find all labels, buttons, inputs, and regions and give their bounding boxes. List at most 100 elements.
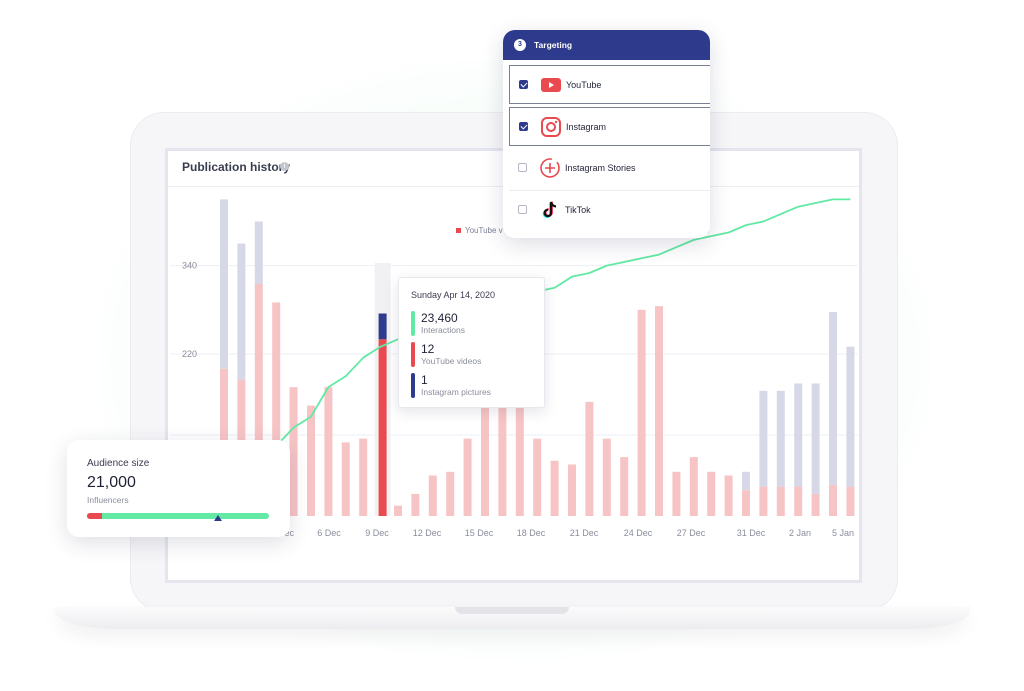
youtube-label: YouTube (566, 80, 602, 90)
audience-range-low (87, 513, 102, 519)
tooltip-swatch-interactions (411, 311, 415, 336)
x-tick-label: 18 Dec (517, 528, 546, 538)
bar-youtube (620, 457, 629, 516)
bar-instagram (254, 221, 263, 285)
bar-youtube (498, 339, 507, 516)
bar-youtube (307, 405, 315, 516)
bar-youtube (811, 493, 820, 516)
targeting-divider (509, 190, 710, 191)
targeting-card: 3 Targeting YouTube Instagram Instagram … (503, 30, 710, 238)
bar-youtube (759, 486, 768, 516)
youtube-checkbox[interactable] (519, 80, 528, 89)
bar-instagram (742, 471, 750, 491)
bar-youtube (794, 486, 803, 516)
bar-instagram (220, 199, 228, 369)
bar-youtube (272, 302, 281, 516)
bar-youtube (602, 438, 611, 516)
bar-youtube (515, 376, 524, 516)
bar-youtube (585, 401, 594, 516)
x-tick-label: 12 Dec (413, 528, 442, 538)
bar-youtube (533, 438, 542, 516)
tooltip-date: Sunday Apr 14, 2020 (411, 290, 496, 300)
audience-title: Audience size (87, 458, 150, 469)
bar-youtube (742, 490, 750, 516)
bar-youtube (637, 309, 646, 516)
laptop-base (55, 607, 970, 629)
bar-youtube (655, 306, 663, 516)
bar-instagram (794, 383, 803, 487)
tooltip-swatch-youtube (411, 342, 415, 367)
targeting-title: Targeting (534, 40, 573, 50)
bar-youtube (707, 471, 716, 516)
bar-youtube (846, 486, 855, 516)
x-tick-label: 5 Jan (832, 528, 854, 538)
bar-youtube (724, 475, 733, 516)
tooltip-label-instagram: Instagram pictures (421, 387, 491, 397)
bar-youtube-highlight (378, 339, 387, 516)
bar-youtube (428, 475, 437, 516)
instagram-checkbox[interactable] (519, 122, 528, 131)
audience-range-marker[interactable] (214, 515, 223, 521)
audience-value: 21,000 (87, 474, 136, 491)
bar-youtube (446, 471, 455, 516)
bar-youtube (411, 493, 420, 516)
x-tick-label: 6 Dec (317, 528, 341, 538)
laptop-notch (455, 607, 569, 614)
bar-youtube (289, 387, 298, 516)
x-tick-label: 27 Dec (677, 528, 706, 538)
instagram-stories-label: Instagram Stories (565, 163, 636, 173)
tooltip-label-youtube: YouTube videos (421, 356, 482, 366)
targeting-item-instagram[interactable]: Instagram (509, 107, 710, 146)
bar-instagram (829, 312, 837, 486)
bar-instagram (237, 243, 246, 380)
bar-youtube (568, 464, 576, 516)
tiktok-checkbox[interactable] (518, 205, 527, 214)
legend-youtube-swatch (456, 228, 461, 233)
x-tick-label: 2 Jan (789, 528, 811, 538)
bar-instagram-highlight (378, 313, 387, 340)
bar-instagram (776, 390, 785, 487)
y-tick-label: 340 (182, 261, 197, 271)
youtube-icon (541, 78, 561, 92)
x-tick-label: 24 Dec (624, 528, 653, 538)
legend-youtube[interactable]: YouTube v (456, 226, 503, 235)
instagram-stories-icon (540, 158, 560, 178)
tiktok-label: TikTok (565, 205, 591, 215)
y-tick-label: 220 (182, 349, 197, 359)
tooltip-label-interactions: Interactions (421, 325, 465, 335)
tiktok-icon (542, 201, 557, 219)
bar-youtube (550, 460, 559, 516)
audience-unit: Influencers (87, 495, 129, 505)
bar-instagram (811, 383, 820, 494)
info-icon[interactable]: i (280, 162, 289, 171)
tooltip-value-youtube: 12 (421, 342, 435, 356)
bar-youtube (776, 486, 785, 516)
instagram-icon (541, 117, 561, 137)
targeting-header: 3 Targeting (503, 30, 710, 60)
bar-youtube (359, 438, 368, 516)
legend-youtube-label: YouTube v (465, 226, 503, 235)
x-tick-label: 9 Dec (365, 528, 389, 538)
bar-youtube (481, 376, 489, 516)
x-tick-label: 21 Dec (570, 528, 599, 538)
instagram-label: Instagram (566, 122, 607, 132)
audience-range-bar[interactable] (87, 513, 269, 519)
tooltip-swatch-instagram (411, 373, 415, 398)
bar-youtube (341, 442, 350, 516)
x-tick-label: 15 Dec (465, 528, 494, 538)
targeting-item-instagram-stories[interactable]: Instagram Stories (509, 149, 710, 188)
bar-instagram (846, 346, 855, 487)
bar-youtube (394, 505, 402, 516)
targeting-item-youtube[interactable]: YouTube (509, 65, 710, 104)
instagram-stories-checkbox[interactable] (518, 163, 527, 172)
x-tick-label: 31 Dec (737, 528, 766, 538)
targeting-item-tiktok[interactable]: TikTok (509, 191, 710, 230)
bar-youtube (829, 485, 837, 516)
step-number: 3 (514, 39, 526, 51)
bar-youtube (254, 284, 263, 516)
bar-youtube (463, 438, 472, 516)
tooltip-value-instagram: 1 (421, 373, 428, 387)
audience-size-card: Audience size 21,000 Influencers (67, 440, 290, 537)
bar-youtube (689, 457, 698, 516)
